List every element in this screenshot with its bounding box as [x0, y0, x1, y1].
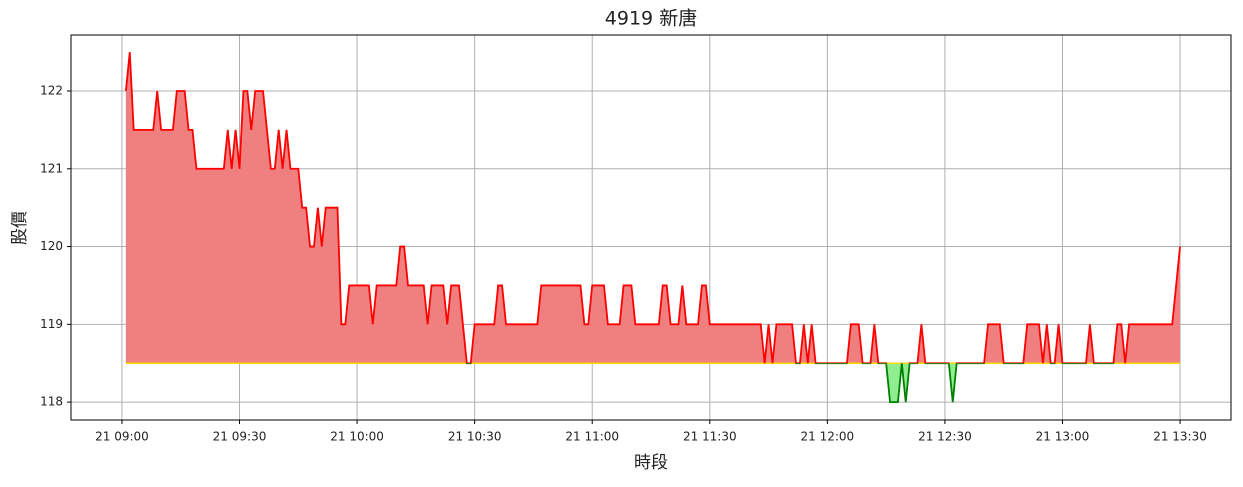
chart-title: 4919 新唐 [605, 8, 697, 30]
area-below [886, 363, 957, 403]
x-tick-label: 21 13:00 [1036, 430, 1090, 444]
x-tick-label: 21 13:30 [1153, 430, 1207, 444]
x-tick-label: 21 09:00 [95, 430, 149, 444]
y-tick-label: 120 [40, 239, 63, 253]
x-tick-label: 21 10:00 [330, 430, 384, 444]
x-tick-label: 21 12:00 [801, 430, 855, 444]
x-tick-label: 21 10:30 [448, 430, 502, 444]
y-tick-label: 118 [40, 395, 63, 409]
plot-frame [70, 34, 1232, 421]
y-tick-label: 119 [40, 317, 63, 331]
x-axis-label: 時段 [634, 453, 668, 473]
y-tick-label: 121 [40, 161, 63, 175]
area-above [125, 52, 1181, 364]
price-line [124, 52, 1181, 364]
y-axis-label: 股價 [10, 211, 30, 245]
y-tick-label: 122 [40, 84, 63, 98]
x-tick-label: 21 11:30 [683, 430, 737, 444]
x-tick-label: 21 11:00 [565, 430, 619, 444]
x-tick-label: 21 12:30 [918, 430, 972, 444]
x-tick-label: 21 09:30 [213, 430, 267, 444]
